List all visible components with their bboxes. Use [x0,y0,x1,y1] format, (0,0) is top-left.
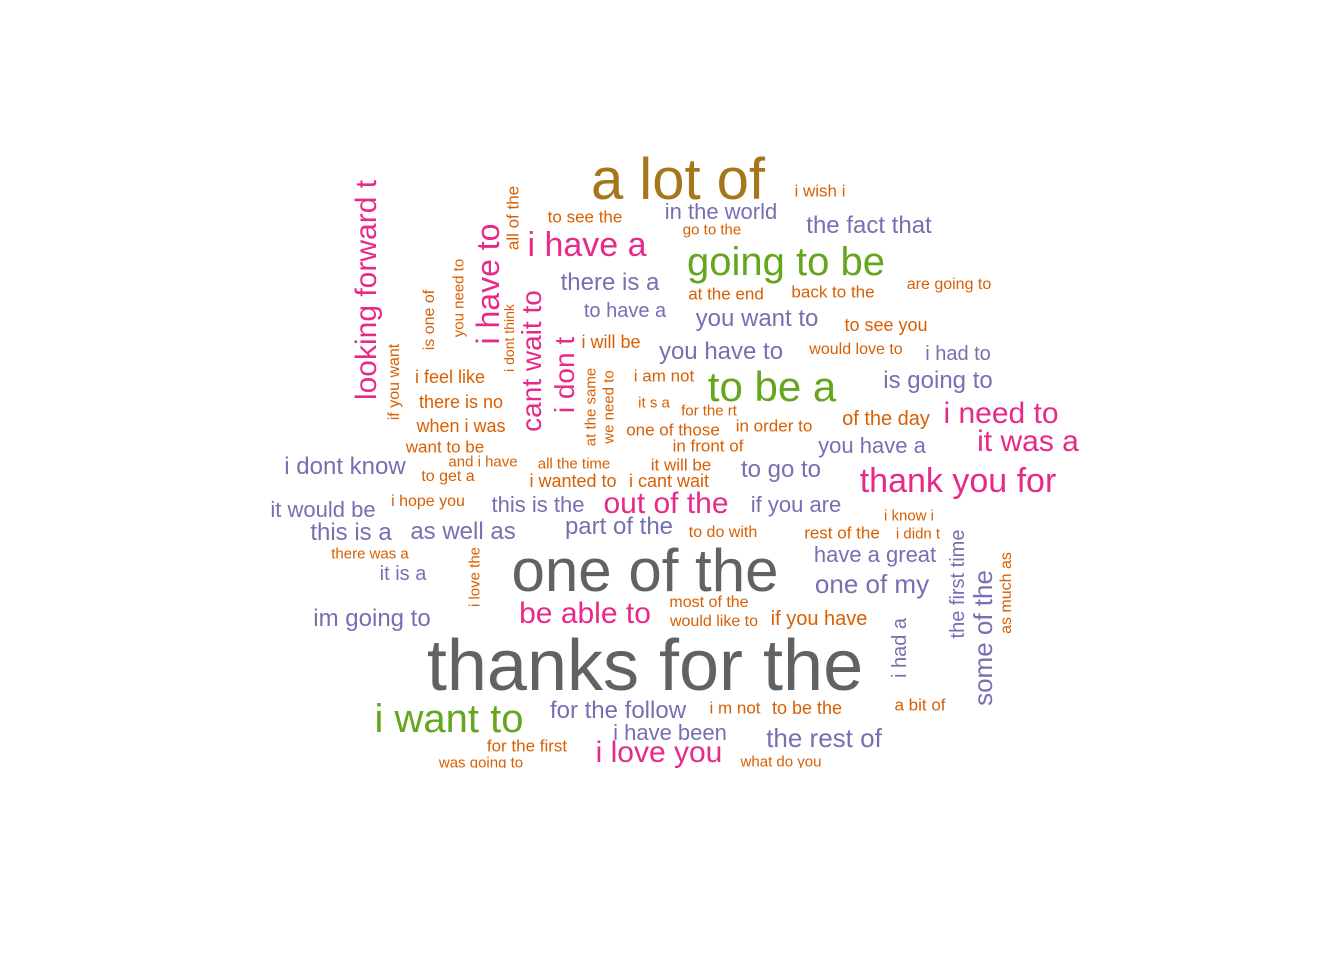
word-one-of-the: one of the [511,537,779,604]
word-to-see-you: to see you [844,315,928,335]
word-i-am-not: i am not [633,366,695,386]
word-it-s-a: it s a [638,394,670,412]
word-of-the-day: of the day [842,408,930,430]
word-i-love-you: i love you [595,736,723,768]
word-in-the-world: in the world [664,199,778,224]
word-i-dont-know: i dont know [284,453,406,480]
word-i-dont-think: i dont think [501,304,517,372]
word-there-was-a: there was a [331,545,409,563]
word-i-didn-t: i didn t [895,525,941,543]
word-the-first-time: the first time [947,529,969,639]
word-be-able-to: be able to [519,597,651,630]
word-i-hope-you: i hope you [391,493,465,510]
word-it-was-a: it was a [977,425,1079,458]
word-all-the-time: all the time [537,455,611,473]
word-want-to-be: want to be [405,437,485,457]
word-would-like-to: would like to [669,613,759,630]
word-a-lot-of: a lot of [590,147,766,212]
word-i-love-the: i love the [466,546,484,608]
word-to-do-with: to do with [688,524,758,541]
word-and-i-have: and i have [448,453,518,471]
word-there-is-a: there is a [560,269,660,296]
word-i-wish-i: i wish i [794,181,846,201]
word-looking-forward-t: looking forward t [350,179,383,401]
word-i-want-to: i want to [374,697,524,741]
word-if-you-want: if you want [386,343,403,421]
word-for-the-first: for the first [486,736,568,756]
word-the-fact-that: the fact that [806,212,932,239]
word-there-is-no: there is no [418,392,504,412]
word-for-the-follow: for the follow [549,697,687,724]
word-to-get-a: to get a [421,468,475,485]
word-you-have-a: you have a [818,433,926,458]
word-in-front-of: in front of [672,436,744,456]
word-to-be-the: to be the [771,698,843,718]
word-if-you-are: if you are [750,492,842,517]
word-you-want-to: you want to [695,305,819,332]
word-going-to-be: going to be [687,240,885,284]
word-we-need-to: we need to [600,370,618,444]
word-it-is-a: it is a [379,563,427,585]
word-if-you-have: if you have [770,608,868,630]
word-all-of-the: all of the [503,185,523,251]
word-im-going-to: im going to [313,605,431,632]
word-what-do-you: what do you [740,753,822,769]
word-to-be-a: to be a [707,363,837,410]
word-cant-wait-to: cant wait to [516,290,547,432]
word-most-of-the: most of the [669,594,749,611]
word-one-of-those: one of those [626,420,720,440]
word-out-of-the: out of the [603,487,729,520]
word-to-go-to: to go to [740,456,822,483]
word-as-much-as: as much as [998,552,1015,634]
word-i-don-t: i don t [549,336,580,414]
word-when-i-was: when i was [416,416,506,436]
word-i-wanted-to: i wanted to [529,471,617,491]
word-a-bit-of: a bit of [894,695,946,715]
word-i-feel-like: i feel like [414,367,486,387]
word-is-one-of: is one of [421,289,438,351]
word-i-will-be: i will be [581,332,641,352]
word-at-the-end: at the end [688,284,764,304]
word-this-is-a: this is a [310,519,392,546]
word-you-have-to: you have to [658,338,784,365]
word-would-love-to: would love to [809,341,903,358]
word-go-to-the: go to the [682,221,742,239]
word-i-m-not: i m not [709,698,761,718]
word-in-order-to: in order to [735,416,813,436]
word-are-going-to: are going to [906,276,992,293]
word-some-of-the: some of the [968,570,998,706]
word-i-have-been: i have been [613,720,727,745]
word-i-have-to: i have to [470,223,506,345]
word-rest-of-the: rest of the [804,523,880,543]
word-the-rest-of: the rest of [766,723,882,753]
word-to-have-a: to have a [583,300,667,322]
word-at-the-same: at the same [582,367,600,447]
word-to-see-the: to see the [547,207,623,227]
word-one-of-my: one of my [814,569,930,599]
word-thanks-for-the: thanks for the [426,626,864,706]
word-have-a-great: have a great [813,542,937,567]
word-is-going-to: is going to [883,367,993,394]
word-part-of-the: part of the [564,513,674,540]
word-was-going-to: was going to [438,754,524,769]
word-it-would-be: it would be [270,497,376,522]
word-for-the-rt: for the rt [681,402,737,420]
word-i-know-i: i know i [883,507,935,525]
word-it-will-be: it will be [650,455,712,475]
word-thank-you-for: thank you for [859,462,1057,500]
word-i-had-a: i had a [889,617,911,679]
word-i-need-to: i need to [943,397,1059,430]
word-i-have-a: i have a [527,226,647,264]
word-back-to-the: back to the [791,282,875,302]
word-as-well-as: as well as [410,518,516,545]
word-i-cant-wait: i cant wait [628,471,710,491]
word-i-had-to: i had to [925,343,991,365]
word-this-is-the: this is the [491,492,585,517]
word-you-need-to: you need to [450,258,468,338]
word-cloud-plot-region: thanks for the one of the a lot of going to… [270,147,1079,769]
